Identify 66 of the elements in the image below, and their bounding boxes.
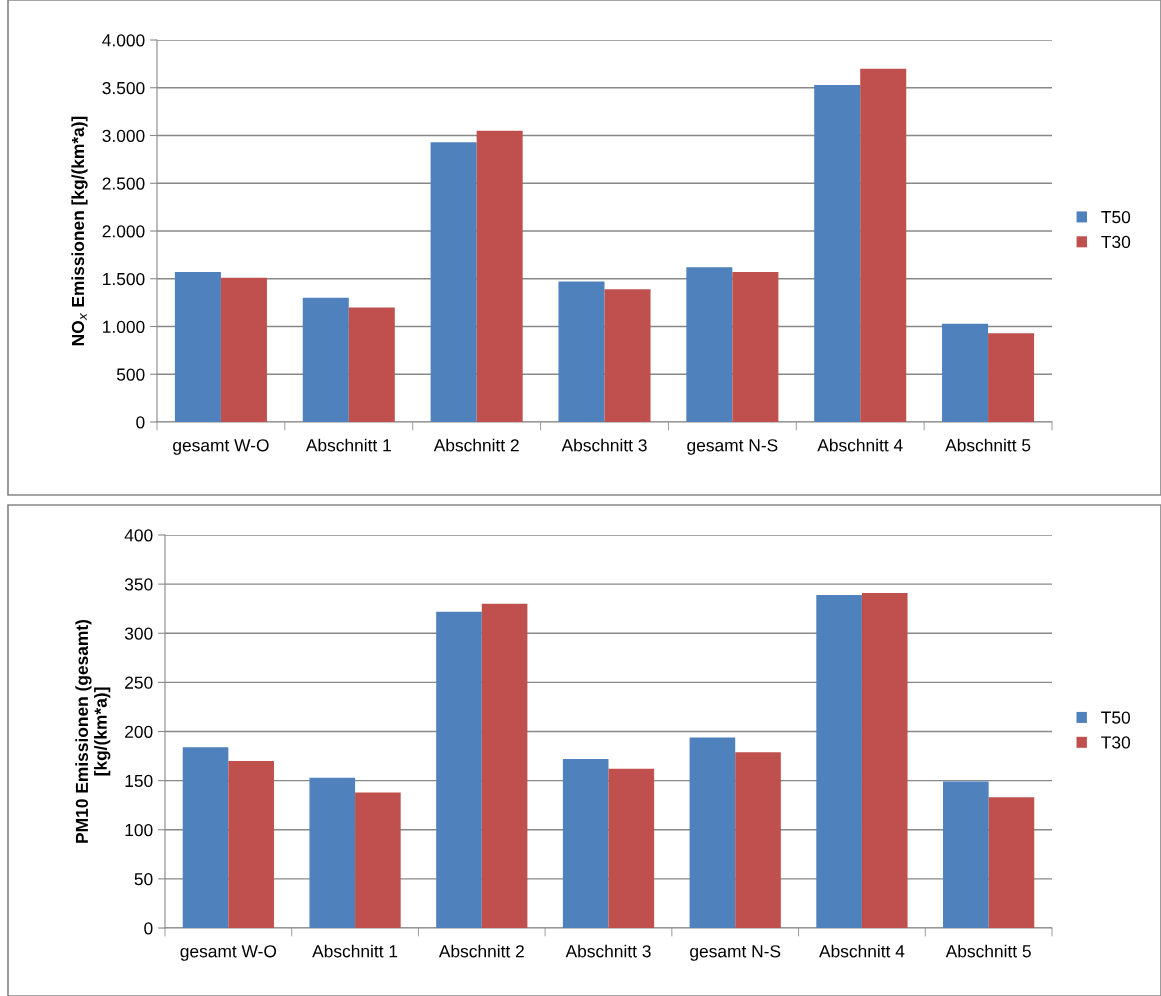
x-tick-label: Abschnitt 4 bbox=[817, 438, 903, 452]
bar bbox=[861, 592, 908, 928]
y-axis-title: PM10 Emissionen (gesamt) [kg/(km*a)] bbox=[75, 619, 111, 843]
bar bbox=[182, 747, 229, 928]
y-tick-label: 50 bbox=[134, 873, 153, 886]
x-tick-label: Abschnitt 2 bbox=[433, 438, 519, 452]
x-tick-label: gesamt W-O bbox=[180, 945, 277, 961]
y-tick-label: 0 bbox=[144, 922, 153, 935]
bar bbox=[220, 277, 267, 422]
legend-label: T30 bbox=[1101, 736, 1131, 749]
bar bbox=[348, 307, 395, 422]
legend-label: T50 bbox=[1101, 711, 1131, 724]
y-tick-label: 500 bbox=[116, 368, 145, 381]
y-tick-label: 400 bbox=[124, 529, 153, 542]
bar bbox=[604, 289, 651, 422]
bar bbox=[689, 737, 736, 928]
bar bbox=[562, 759, 609, 928]
bar bbox=[302, 297, 349, 422]
bar bbox=[228, 760, 274, 928]
y-tick-label: 100 bbox=[125, 823, 153, 837]
x-tick-label: Abschnitt 3 bbox=[565, 944, 651, 958]
bar bbox=[481, 603, 528, 928]
y-tick-label: 1.500 bbox=[103, 272, 145, 286]
x-tick-label: gesamt N-S bbox=[687, 439, 778, 455]
x-tick-label: Abschnitt 5 bbox=[945, 438, 1031, 452]
bar bbox=[942, 323, 989, 422]
legend-label: T50 bbox=[1101, 210, 1131, 224]
bar bbox=[174, 272, 221, 422]
bar bbox=[735, 752, 781, 928]
y-tick-label: 200 bbox=[125, 725, 153, 738]
bar bbox=[309, 777, 356, 928]
bar bbox=[816, 594, 862, 928]
x-tick-label: gesamt N-S bbox=[690, 945, 781, 961]
y-tick-label: 350 bbox=[124, 578, 153, 591]
bar bbox=[558, 281, 605, 422]
bar bbox=[988, 797, 1035, 928]
bar bbox=[860, 68, 907, 422]
y-tick-label: 0 bbox=[136, 416, 145, 429]
bar bbox=[355, 792, 401, 928]
y-tick-label: 250 bbox=[125, 676, 153, 689]
legend-label: T30 bbox=[1101, 235, 1131, 249]
x-tick-label: Abschnitt 2 bbox=[438, 944, 524, 958]
bar bbox=[608, 768, 655, 928]
bar bbox=[814, 84, 861, 422]
y-tick-label: 2.000 bbox=[102, 225, 145, 238]
y-tick-label: 300 bbox=[124, 627, 153, 640]
y-axis-title: NO$_{x}$ Emissionen [kg/(km*a)] bbox=[71, 116, 88, 346]
x-tick-label: Abschnitt 1 bbox=[305, 438, 391, 452]
y-tick-label: 2.500 bbox=[102, 177, 145, 190]
y-tick-label: 3.500 bbox=[102, 81, 145, 95]
bar bbox=[476, 130, 523, 422]
x-tick-label: Abschnitt 4 bbox=[819, 944, 905, 958]
bar bbox=[430, 142, 477, 422]
bar bbox=[686, 267, 733, 422]
bar bbox=[988, 333, 1035, 422]
x-tick-label: gesamt W-O bbox=[173, 439, 269, 455]
x-tick-label: Abschnitt 5 bbox=[945, 944, 1031, 958]
y-tick-label: 4.000 bbox=[102, 34, 145, 47]
bar bbox=[436, 611, 482, 928]
x-tick-label: Abschnitt 3 bbox=[561, 438, 647, 452]
y-tick-label: 150 bbox=[125, 774, 153, 788]
bar bbox=[732, 272, 779, 422]
y-tick-label: 1.000 bbox=[103, 320, 145, 333]
bar bbox=[943, 781, 989, 928]
y-tick-label: 3.000 bbox=[102, 129, 145, 142]
x-tick-label: Abschnitt 1 bbox=[312, 944, 398, 958]
